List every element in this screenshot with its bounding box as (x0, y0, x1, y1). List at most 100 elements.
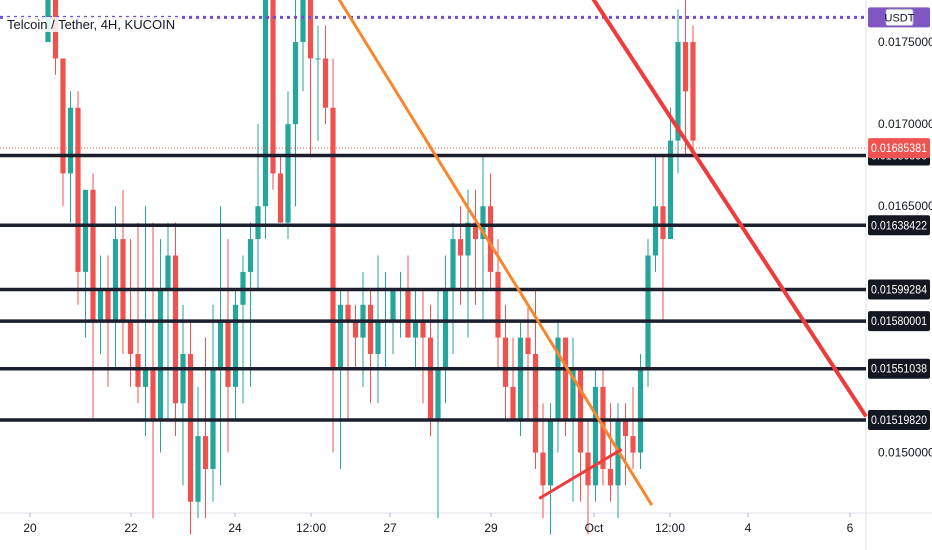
candle-body[interactable] (172, 255, 179, 404)
candle-body[interactable] (67, 107, 74, 174)
candle-body[interactable] (262, 0, 269, 207)
candle-body[interactable] (150, 370, 156, 420)
candle-body[interactable] (412, 321, 419, 338)
candle-body[interactable] (525, 337, 531, 355)
candle-body[interactable] (352, 321, 359, 338)
level-price-label: 0.01638422 (871, 218, 927, 232)
candle-body[interactable] (540, 452, 546, 486)
candle-body[interactable] (435, 370, 441, 420)
currency-badge-text: USDT (885, 12, 915, 24)
level-price-label-bg (868, 358, 930, 379)
candle-body[interactable] (592, 386, 599, 486)
candle-body[interactable] (570, 370, 576, 420)
candle-body[interactable] (667, 140, 674, 240)
candle-body[interactable] (645, 255, 651, 371)
candle-body[interactable] (660, 206, 666, 240)
candle-body[interactable] (427, 337, 434, 420)
level-price-label: 0.01519820 (871, 413, 927, 427)
x-tick-label: 24 (228, 521, 242, 535)
candle-body[interactable] (390, 288, 396, 322)
candle-body[interactable] (90, 189, 96, 322)
candle-body[interactable] (375, 321, 381, 355)
candle-body[interactable] (502, 337, 509, 387)
candle-body[interactable] (337, 304, 344, 371)
candle-body[interactable] (345, 304, 351, 322)
candle-body[interactable] (465, 222, 471, 256)
level-price-label-bg (868, 409, 930, 430)
candle-body[interactable] (157, 288, 164, 420)
candle-body[interactable] (322, 58, 329, 108)
candle-body[interactable] (127, 321, 134, 355)
candle-body[interactable] (510, 386, 516, 420)
candle-body[interactable] (285, 124, 291, 223)
candle-body[interactable] (60, 58, 66, 174)
orange-trendline[interactable] (284, 0, 654, 506)
symbol-legend: Telcoin / Tether, 4H, KUCOIN (4, 17, 179, 32)
candle-body[interactable] (82, 189, 89, 272)
candle-body[interactable] (637, 370, 644, 453)
candle-body[interactable] (187, 354, 194, 502)
candle-body[interactable] (165, 255, 171, 289)
candle-body[interactable] (532, 354, 539, 453)
candle-body[interactable] (405, 288, 411, 338)
current-price-label-bg (868, 138, 930, 159)
candle-body[interactable] (682, 42, 689, 92)
candle-body[interactable] (547, 419, 554, 486)
candle-body[interactable] (195, 436, 201, 502)
candle-body[interactable] (517, 337, 524, 420)
candle-body[interactable] (315, 58, 321, 60)
currency-badge-box[interactable] (885, 8, 914, 26)
candle-body[interactable] (450, 239, 456, 289)
candle-body[interactable] (652, 206, 659, 256)
candle-body[interactable] (75, 107, 81, 272)
candle-body[interactable] (217, 321, 224, 371)
rising-trendline[interactable] (538, 447, 623, 500)
candle-body[interactable] (675, 42, 681, 141)
current-price-label: 0.01685381 (871, 141, 927, 155)
candle-body[interactable] (247, 239, 254, 272)
level-price-label: 0.01599284 (871, 283, 927, 297)
candle-body[interactable] (277, 173, 284, 223)
candle-body[interactable] (480, 206, 486, 240)
candle-body[interactable] (180, 354, 186, 404)
candle-body[interactable] (472, 222, 479, 240)
candle-body[interactable] (420, 321, 426, 338)
candle-body[interactable] (457, 239, 464, 256)
x-tick-label: Oct (585, 521, 604, 535)
candle-body[interactable] (112, 239, 119, 322)
candle-body[interactable] (495, 271, 501, 338)
candle-body[interactable] (307, 0, 314, 59)
candle-body[interactable] (300, 0, 306, 43)
red-trendline[interactable] (536, 0, 868, 418)
plot-background (0, 0, 866, 513)
level-price-label: 0.01551038 (871, 362, 927, 376)
candle-body[interactable] (367, 304, 374, 355)
candle-body[interactable] (562, 337, 569, 420)
candle-body[interactable] (330, 107, 336, 371)
candle-body[interactable] (255, 206, 261, 240)
candle-body[interactable] (555, 337, 561, 420)
x-tick-label: 20 (23, 521, 37, 535)
candle-body[interactable] (105, 288, 111, 322)
candle-body[interactable] (607, 468, 614, 486)
candle-body[interactable] (292, 42, 299, 125)
candle-body[interactable] (97, 288, 104, 322)
candle-body[interactable] (442, 288, 449, 371)
candle-body[interactable] (690, 42, 696, 141)
candle-body[interactable] (232, 304, 239, 387)
level-price-label-bg (868, 215, 930, 236)
candle-body[interactable] (630, 436, 636, 453)
candle-body[interactable] (142, 370, 149, 387)
candle-body[interactable] (270, 0, 276, 174)
candle-body[interactable] (202, 436, 209, 469)
candle-body[interactable] (225, 321, 231, 387)
x-tick-label: 12:00 (655, 521, 685, 535)
candle-body[interactable] (577, 370, 584, 453)
candle-body[interactable] (487, 206, 494, 272)
candle-body[interactable] (120, 239, 126, 322)
candle-body[interactable] (622, 419, 629, 437)
